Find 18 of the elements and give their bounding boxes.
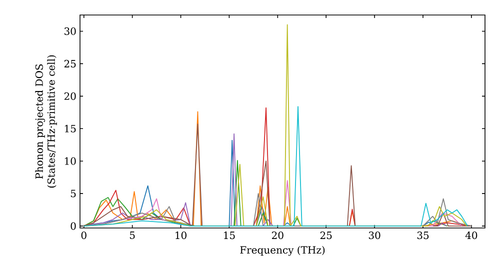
- y-tick-label: 25: [64, 60, 76, 68]
- x-tick-label: 35: [417, 232, 429, 240]
- x-tick-label: 25: [320, 232, 332, 240]
- x-tick-label: 30: [368, 232, 380, 240]
- y-tick-label: 10: [64, 157, 76, 165]
- y-tick-label: 5: [70, 190, 76, 198]
- x-axis-title: Frequency (THz): [240, 246, 325, 256]
- x-tick-label: 15: [224, 232, 235, 240]
- y-axis-title: Phonon projected DOS (States/THz·primitive cell): [35, 55, 57, 188]
- y-tick-label: 30: [64, 27, 76, 36]
- y-tick-label: 15: [64, 124, 76, 132]
- x-tick-label: 40: [465, 232, 478, 240]
- x-tick-label: 5: [130, 232, 135, 239]
- x-tick-label: 20: [272, 232, 284, 240]
- x-tick-label: 10: [176, 232, 186, 240]
- x-tick-label: 0: [81, 232, 86, 240]
- y-tick-label: 20: [64, 92, 76, 100]
- y-tick-label: 0: [70, 222, 76, 230]
